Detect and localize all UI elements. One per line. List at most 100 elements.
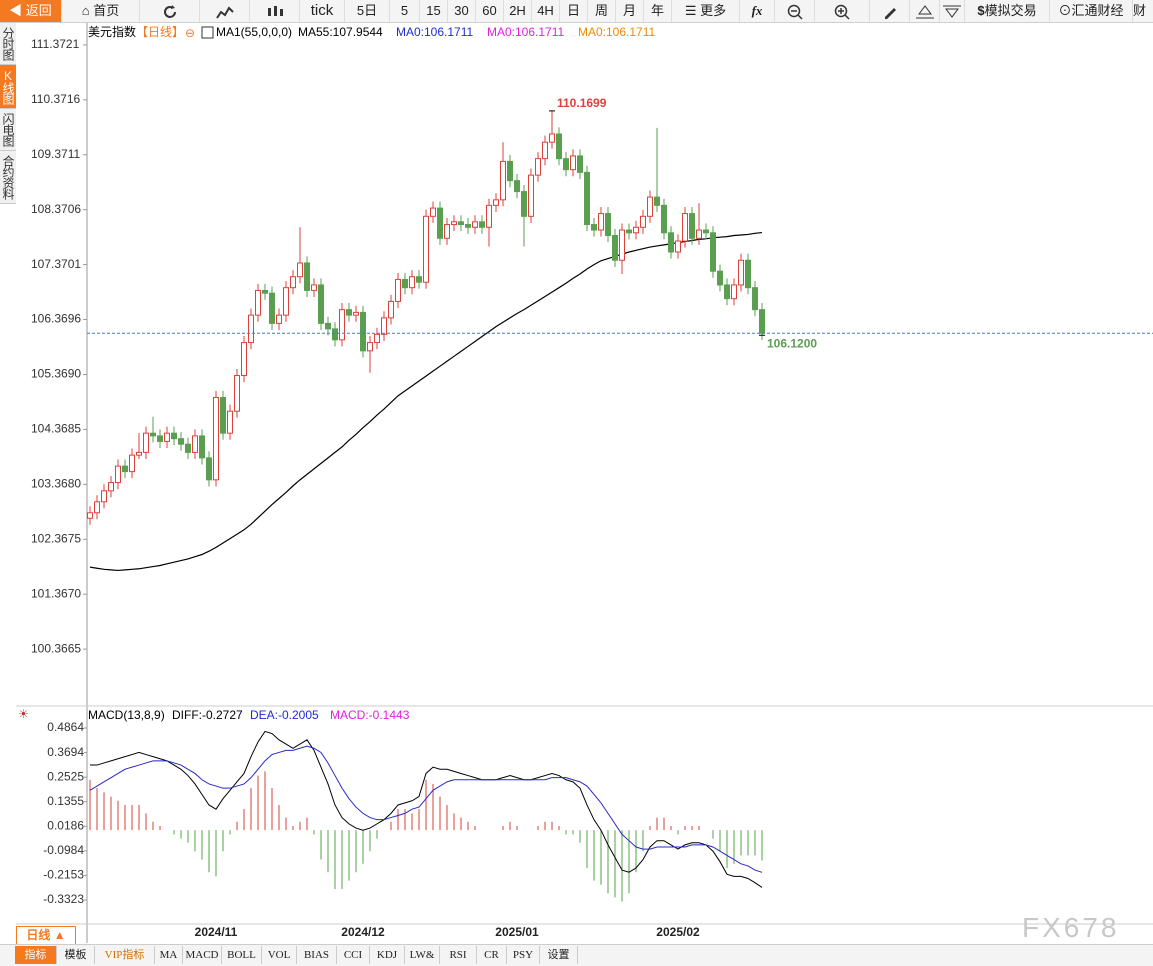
legend-entry: MA0:106.1711 <box>396 25 473 39</box>
period-button[interactable]: 月 <box>616 0 644 22</box>
candle-body <box>262 289 268 294</box>
candle-body <box>591 224 597 231</box>
candle-body <box>402 278 408 289</box>
candle-body <box>115 465 121 484</box>
indicator-tab[interactable]: BIAS <box>297 946 337 964</box>
indicator-tab[interactable]: PSY <box>507 946 540 964</box>
indicator-tab[interactable]: CR <box>477 946 507 964</box>
period-button[interactable]: 日 <box>560 0 588 22</box>
chart-title: 美元指数 <box>88 24 136 39</box>
indicator-tab[interactable]: LW& <box>405 946 440 964</box>
indicator-tab[interactable]: 模板 <box>57 946 95 964</box>
line-chart-button[interactable] <box>200 0 250 22</box>
back-button[interactable]: ◀ 返回 <box>0 0 62 22</box>
period-button[interactable]: 15 <box>420 0 448 22</box>
draw-down-button[interactable] <box>940 0 965 22</box>
candle-body <box>353 311 359 316</box>
y-tick-label: 109.3711 <box>31 147 80 161</box>
indicator-tab[interactable]: 设置 <box>540 946 578 964</box>
y-tick-label: 105.3690 <box>31 367 81 381</box>
toolbar: ◀ 返回 ⌂ 首页 tick 5日 5 15 30 60 2H 4H 日 周 月… <box>0 0 1153 23</box>
more-button[interactable]: ☰ 更多 <box>672 0 740 22</box>
candle-body <box>633 226 639 234</box>
icon <box>267 5 283 16</box>
zoom-in-button[interactable] <box>815 0 870 22</box>
y-tick-label: 0.1355 <box>47 794 84 808</box>
candle-body <box>430 207 436 217</box>
indicator-tab[interactable]: MACD <box>183 946 222 964</box>
cut-button[interactable]: 财 <box>1133 3 1147 18</box>
candle-button[interactable] <box>250 0 300 22</box>
candle-body <box>276 314 282 324</box>
candle-body <box>423 215 429 283</box>
draw-up-button[interactable] <box>910 0 940 22</box>
period-button[interactable]: 5 <box>390 0 420 22</box>
candle-body <box>178 438 184 445</box>
candle-body <box>318 284 324 324</box>
home-button[interactable]: ⌂ 首页 <box>62 0 140 22</box>
icon <box>787 4 803 20</box>
candle-body <box>101 490 107 503</box>
side-tab[interactable]: 闪电图 <box>0 109 16 151</box>
side-tab[interactable]: 合约资料 <box>0 151 16 204</box>
indicator-tab[interactable]: VIP指标 <box>95 946 155 964</box>
candle-body <box>164 432 170 442</box>
candle-body <box>416 276 422 283</box>
indicator-tab[interactable]: VOL <box>262 946 297 964</box>
period-button[interactable]: 年 <box>644 0 672 22</box>
candle-body <box>360 311 366 352</box>
chart-title: MACD(13,8,9) <box>88 708 165 722</box>
side-tab[interactable]: K线图 <box>0 65 16 109</box>
x-tick-label: 2024/11 <box>195 925 238 939</box>
y-tick-label: 0.2525 <box>47 769 84 783</box>
y-tick-label: 0.4864 <box>47 720 84 734</box>
indicator-tab[interactable]: KDJ <box>370 946 405 964</box>
candle-body <box>731 284 737 300</box>
candle-body <box>157 435 163 442</box>
candle-body <box>192 435 198 453</box>
period-button[interactable]: 30 <box>448 0 476 22</box>
x-tick-label: 2024/12 <box>341 925 385 939</box>
y-tick-label: 100.3665 <box>31 641 81 655</box>
candle-body <box>220 396 226 434</box>
candle-body <box>598 213 604 231</box>
sim-trade-button[interactable]: $模拟交易 <box>965 0 1050 22</box>
fx678-button[interactable]: ⊙汇通财经 <box>1050 0 1133 22</box>
period-button[interactable]: tick <box>300 0 345 22</box>
candle-body <box>346 309 352 316</box>
legend-entry: DIFF:-0.2727 <box>172 708 243 722</box>
zoom-out-button[interactable] <box>775 0 815 22</box>
indicator-bar: 指标 模板 VIP指标 MA MACD BOLL VOL BIAS CCI KD… <box>0 944 1153 966</box>
legend-entry: MA0:106.1711 <box>487 25 564 39</box>
refresh-button[interactable] <box>140 0 200 22</box>
period-button[interactable]: 周 <box>588 0 616 22</box>
indicator-tab[interactable]: 指标 <box>15 946 57 964</box>
candle-body <box>206 457 212 481</box>
indicator-tab[interactable]: MA <box>155 946 183 964</box>
period-button[interactable]: 4H <box>532 0 560 22</box>
candle-body <box>129 454 135 473</box>
side-tab[interactable]: 分时图 <box>0 23 16 65</box>
indicator-tab[interactable]: RSI <box>440 946 477 964</box>
period-button[interactable]: 2H <box>504 0 532 22</box>
candle-body <box>437 207 443 239</box>
y-tick-label: 0.3694 <box>47 745 84 759</box>
draw-button[interactable] <box>870 0 910 22</box>
button-label: 更多 <box>700 3 727 18</box>
period-button[interactable]: 5日 <box>345 0 390 22</box>
candle-body <box>738 259 744 286</box>
candle-body <box>542 141 548 160</box>
candle-body <box>269 292 275 324</box>
indicator-tab[interactable]: CCI <box>337 946 370 964</box>
period-selector[interactable]: 日线 ▲ <box>16 926 76 945</box>
candle-body <box>374 333 380 344</box>
indicator-tab[interactable]: BOLL <box>222 946 262 964</box>
candle-body <box>710 232 716 272</box>
period-button[interactable]: 60 <box>476 0 504 22</box>
icon <box>884 7 896 19</box>
candle-body <box>556 133 562 160</box>
formula-button[interactable]: fx <box>740 0 775 22</box>
candle-body <box>332 328 338 341</box>
candle-body <box>395 278 401 302</box>
candle-body <box>612 235 618 261</box>
